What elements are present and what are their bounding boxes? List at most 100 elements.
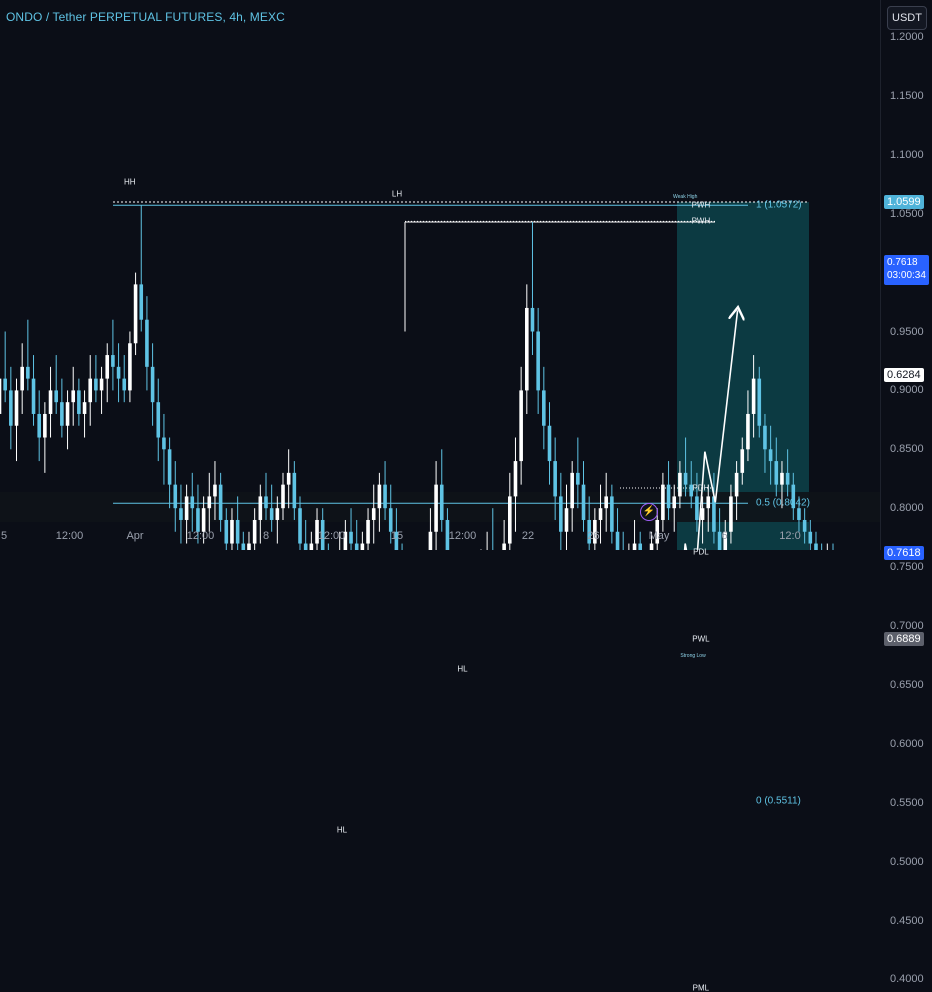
candle [649,531,654,550]
candle [235,496,240,550]
chart-title: ONDO / Tether PERPETUAL FUTURES, 4h, MEX… [6,10,285,24]
candle [105,343,110,403]
candle-body [207,496,212,509]
candle-body [672,496,677,509]
candle-body [802,519,807,532]
candle [780,461,784,509]
candle [184,484,189,544]
candle-body [700,508,705,520]
candle [111,319,115,391]
candle [678,461,682,509]
candle [530,221,535,356]
candle-body [281,484,285,509]
currency-button[interactable]: USDT [887,6,927,30]
candle-body [179,508,183,520]
candle [445,508,450,550]
candle-body [661,484,665,520]
candle [622,531,624,550]
candle-body [570,472,574,509]
candle-body [768,449,773,462]
chart-area[interactable] [0,0,932,550]
annotation-label: PWH [691,216,711,226]
candle-body [286,472,291,485]
candle [218,472,223,532]
candle-body [734,472,739,497]
candle [729,484,733,544]
candle [122,355,127,403]
candle [128,331,132,403]
candle [536,307,540,414]
candle-body [184,496,189,520]
candle-body [508,496,512,544]
candle-body [598,508,603,520]
candle-body [638,543,643,550]
annotation-label: PDH [692,483,710,493]
annotation-label: PDL [693,547,709,557]
candle-body [666,484,671,509]
candle-body [31,378,36,414]
candle-body [190,496,195,509]
candle [207,472,212,532]
candle [65,390,70,450]
candle [525,284,529,414]
candle [508,472,512,550]
time-tick: 6 [721,530,728,542]
candle-body [445,519,450,550]
price-tick: 0.7500 [890,561,924,574]
candle-body [349,531,353,544]
candle [576,437,580,509]
candle-body [292,472,297,509]
candle-body [695,496,699,520]
candle-body [71,390,76,403]
candle [802,508,807,544]
candle [201,496,206,544]
candle-body [241,543,246,550]
candle [145,296,149,391]
candle-body [678,472,682,497]
candle-body [145,319,149,367]
candle-body [774,461,779,485]
time-tick: Apr [126,530,144,542]
candle [139,205,144,332]
price-tick: 0.8000 [890,502,924,515]
price-tick: 0.4500 [890,914,924,927]
candle [315,508,319,550]
candle-body [587,519,591,544]
candle-body [43,413,47,438]
candle [672,484,677,532]
candle [746,390,750,462]
time-tick: 5 [0,530,8,542]
candle-body [655,519,660,544]
candle [832,543,834,550]
annotation-label: Weak High [673,193,698,200]
lightning-icon[interactable]: ⚡ [640,503,658,521]
candle [547,402,552,485]
candle [292,461,297,520]
candle-body [757,378,762,426]
candle-body [3,378,7,391]
candle [339,531,341,550]
candle [156,378,161,462]
candle-body [315,519,319,544]
candle-body [751,378,756,414]
time-tick: May [648,530,670,542]
candle-body [224,519,229,544]
price-chart[interactable] [0,0,932,550]
candle-body [593,519,597,544]
candle-body [162,437,166,450]
annotation-label: Strong Low [680,653,706,660]
candle [768,425,773,485]
candle [723,519,728,550]
candle-body [683,472,688,485]
candle [559,472,563,550]
candle [20,343,24,414]
candle [706,484,711,532]
candle [37,390,41,462]
candle [54,355,58,414]
candle-body [173,484,178,509]
candle [31,355,36,426]
candle-body [723,531,728,550]
price-tick: 0.9500 [890,325,924,338]
candle-body [502,543,506,550]
candle [9,366,13,450]
